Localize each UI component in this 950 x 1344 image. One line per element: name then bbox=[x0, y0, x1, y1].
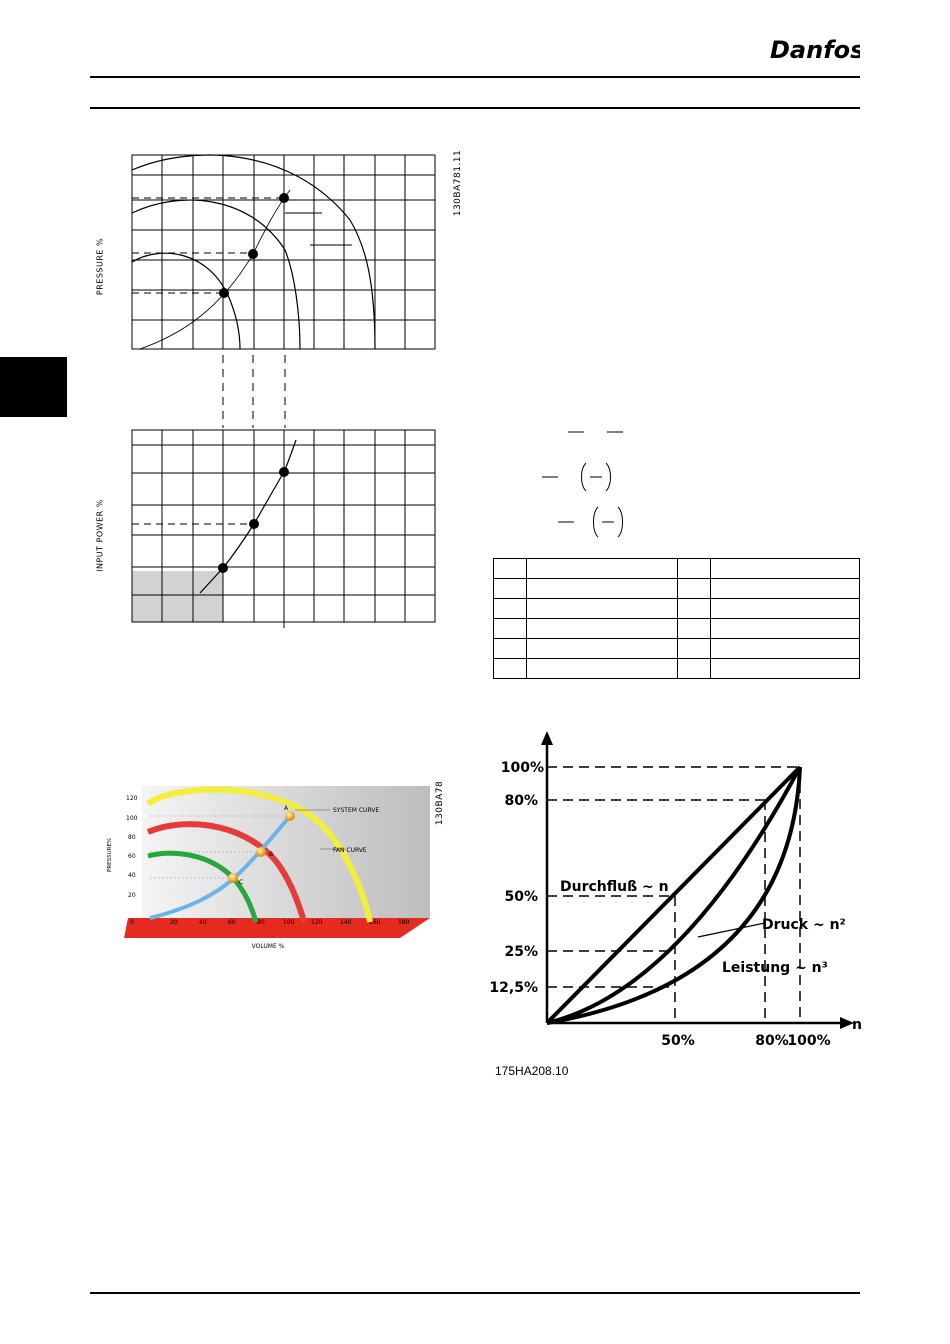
affinity-curves bbox=[545, 765, 802, 1025]
pressure-point bbox=[219, 288, 229, 298]
table-row bbox=[493, 618, 860, 639]
pressure-curve bbox=[546, 766, 802, 1025]
pressure-point bbox=[248, 249, 258, 259]
svg-text:25%: 25% bbox=[504, 944, 538, 960]
system-curve-label: SYSTEM CURVE bbox=[333, 807, 379, 814]
fan-red-curve bbox=[146, 821, 307, 923]
pressure-label: Druck ~ n² bbox=[762, 917, 846, 933]
fan-y-ticks: 120 100 80 60 40 20 0 bbox=[126, 795, 138, 926]
svg-text:20: 20 bbox=[170, 919, 178, 926]
pressure-leader bbox=[697, 922, 766, 938]
svg-text:50%: 50% bbox=[661, 1033, 695, 1049]
svg-text:Danfoss: Danfoss bbox=[770, 36, 860, 64]
power-dashes bbox=[132, 477, 285, 630]
svg-text:20: 20 bbox=[128, 892, 136, 899]
table-row bbox=[493, 578, 860, 599]
affinity-guides bbox=[547, 766, 801, 1023]
operating-point-a bbox=[285, 811, 295, 821]
fan-guide-lines bbox=[150, 815, 288, 879]
figure-code-fan: 130BA78 bbox=[435, 780, 445, 826]
figure-code-affinity: 175HA208.10 bbox=[495, 1064, 569, 1078]
svg-text:100%: 100% bbox=[787, 1033, 830, 1049]
svg-text:100: 100 bbox=[283, 919, 295, 926]
section-tab bbox=[0, 357, 67, 417]
power-curve bbox=[546, 766, 802, 1025]
fan-chart-floor bbox=[124, 918, 430, 938]
svg-text:80%: 80% bbox=[504, 793, 538, 809]
svg-text:180: 180 bbox=[398, 919, 410, 926]
svg-text:80%: 80% bbox=[755, 1033, 789, 1049]
svg-text:60: 60 bbox=[228, 919, 236, 926]
fan-curve-60 bbox=[131, 252, 241, 350]
svg-text:C: C bbox=[239, 879, 243, 886]
pressure-grid bbox=[131, 154, 436, 350]
operating-point-c bbox=[228, 873, 238, 883]
table-row bbox=[493, 638, 860, 659]
svg-text:n: n bbox=[852, 1017, 862, 1033]
svg-text:140: 140 bbox=[340, 919, 352, 926]
svg-text:50%: 50% bbox=[504, 889, 538, 905]
svg-text:40: 40 bbox=[199, 919, 207, 926]
power-ylabel: INPUT POWER % bbox=[95, 499, 105, 572]
pressure-point bbox=[279, 193, 289, 203]
operating-point-b bbox=[256, 847, 266, 857]
pressure-dashes bbox=[132, 197, 283, 294]
fan-xlabel: VOLUME % bbox=[252, 943, 285, 950]
header-rule-bottom bbox=[90, 107, 860, 109]
svg-text:120: 120 bbox=[126, 795, 138, 802]
pressure-chart bbox=[131, 154, 436, 350]
power-point bbox=[279, 467, 289, 477]
svg-text:100%: 100% bbox=[501, 760, 544, 776]
flow-curve bbox=[545, 765, 802, 1025]
data-table bbox=[493, 558, 860, 679]
table-row bbox=[493, 598, 860, 619]
svg-text:B: B bbox=[269, 851, 273, 858]
fan-x-ticks: 20 40 60 80 100 120 140 160 180 bbox=[170, 919, 410, 926]
fan-curve-80 bbox=[131, 199, 301, 350]
fan-point-labels: A B C bbox=[239, 805, 289, 886]
svg-text:0: 0 bbox=[130, 919, 134, 926]
danfoss-logo-icon: Danfoss bbox=[770, 36, 879, 64]
flow-label: Durchfluß ~ n bbox=[560, 879, 669, 895]
svg-text:40: 40 bbox=[128, 872, 136, 879]
figure-code-pressure: 130BA781.11 bbox=[453, 149, 463, 217]
fan-curve-100 bbox=[131, 154, 376, 350]
affinity-x-ticks: 50% 80% 100% n bbox=[661, 1017, 862, 1049]
svg-text:100: 100 bbox=[126, 815, 138, 822]
y-arrow-icon bbox=[541, 731, 553, 745]
affinity-y-ticks: 100% 80% 50% 25% 12,5% bbox=[490, 760, 544, 996]
table-row bbox=[493, 658, 860, 679]
fan-ylabel: PRESSURE% bbox=[107, 838, 113, 872]
table-row bbox=[493, 558, 860, 579]
fan-yellow-curve bbox=[146, 786, 373, 923]
svg-text:12,5%: 12,5% bbox=[490, 980, 538, 996]
pressure-ylabel: PRESSURE % bbox=[95, 237, 105, 296]
fan-curve-label: FAN CURVE bbox=[333, 847, 367, 854]
chart-link-dashes bbox=[222, 355, 286, 428]
power-point bbox=[218, 563, 228, 573]
affinity-chart: 100% 80% 50% 25% 12,5% 50% 80% 100% n Du… bbox=[490, 731, 862, 1049]
svg-text:80: 80 bbox=[128, 834, 136, 841]
x-arrow-icon bbox=[840, 1017, 854, 1029]
power-curve bbox=[199, 439, 297, 594]
svg-text:160: 160 bbox=[369, 919, 381, 926]
formula-block bbox=[542, 431, 623, 538]
svg-text:A: A bbox=[284, 805, 289, 812]
power-chart bbox=[131, 429, 436, 630]
brand-logo: Danfoss bbox=[768, 30, 879, 70]
pressure-system-curve bbox=[139, 189, 291, 350]
affinity-axes bbox=[545, 741, 845, 1025]
header-rule-top bbox=[90, 76, 860, 78]
svg-text:120: 120 bbox=[311, 919, 323, 926]
svg-text:80: 80 bbox=[257, 919, 265, 926]
fan-curve-chart: 120 100 80 60 40 20 0 20 40 60 80 100 12… bbox=[107, 786, 430, 950]
power-point bbox=[249, 519, 259, 529]
power-label: Leistung ~ n³ bbox=[722, 960, 828, 976]
svg-text:60: 60 bbox=[128, 853, 136, 860]
power-shaded-area bbox=[132, 571, 223, 622]
footer-rule bbox=[90, 1292, 860, 1294]
